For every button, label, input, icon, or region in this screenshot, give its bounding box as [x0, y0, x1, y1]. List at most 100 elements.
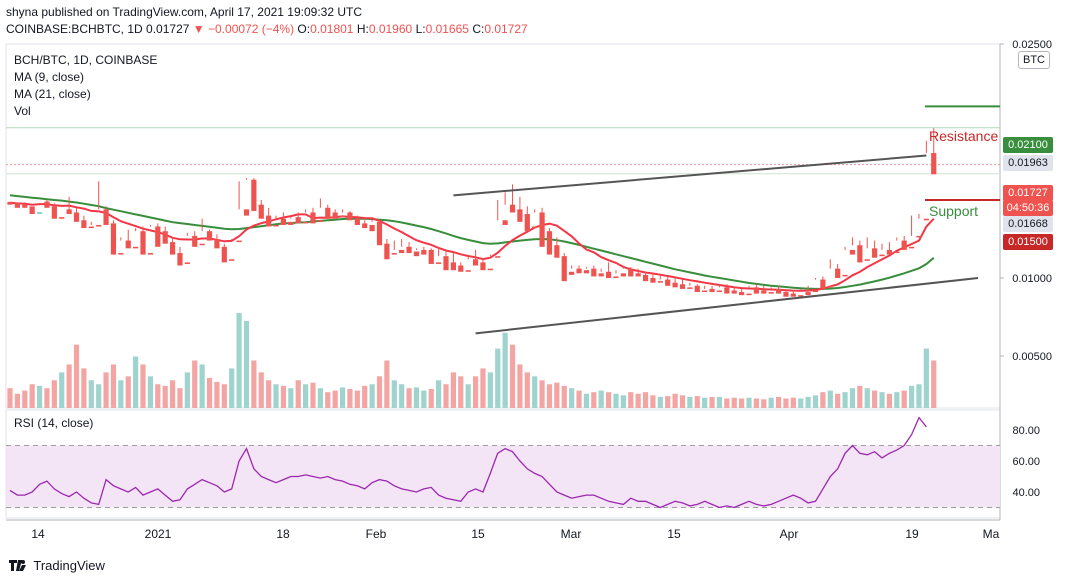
time-tick-label: Feb — [366, 527, 387, 541]
volume-bar — [229, 368, 235, 408]
volume-bar — [790, 397, 796, 408]
legend-rsi[interactable]: RSI (14, close) — [14, 416, 94, 430]
candle-body — [672, 282, 678, 288]
volume-bar — [332, 390, 338, 408]
volume-bar — [199, 364, 205, 408]
candle-body — [598, 273, 604, 277]
candle-body — [650, 278, 656, 283]
candle-body — [229, 259, 235, 261]
volume-bar — [561, 385, 567, 408]
candle-body — [339, 215, 346, 218]
volume-bar — [325, 392, 331, 408]
candle-body — [798, 295, 804, 297]
volume-bar — [820, 392, 826, 408]
candle-body — [524, 214, 530, 232]
rsi-tick-label: 60.00 — [1012, 456, 1040, 468]
price-tag: 0.01500 — [1003, 234, 1053, 250]
volume-bar — [177, 388, 183, 408]
volume-bar — [436, 380, 442, 408]
candle-body — [221, 246, 227, 263]
volume-bar — [118, 380, 124, 408]
candle-body — [303, 221, 309, 224]
volume-bar — [369, 384, 375, 408]
footer-brand[interactable]: TradingView — [8, 558, 105, 573]
volume-bar — [702, 397, 708, 408]
volume-bar — [169, 380, 176, 408]
candle-body — [169, 242, 176, 255]
volume-bar — [635, 393, 641, 408]
legend-ma21[interactable]: MA (21, close) — [14, 87, 91, 101]
candle-body — [332, 212, 338, 219]
candle-body — [59, 217, 65, 219]
legend-ma9[interactable]: MA (9, close) — [14, 70, 85, 84]
time-tick-label: Mar — [561, 527, 582, 541]
candle-body — [783, 292, 789, 297]
candle-body — [73, 212, 80, 222]
candle-body — [746, 293, 752, 296]
candle-body — [110, 223, 117, 255]
currency-badge[interactable]: BTC — [1018, 51, 1050, 69]
volume-bar — [812, 395, 819, 408]
legend-title: BCH/BTC, 1D, COINBASE — [14, 53, 158, 67]
volume-bar — [931, 360, 937, 408]
candle-body — [480, 262, 486, 271]
symbol-name[interactable]: COINBASE:BCHBTC, 1D — [6, 22, 143, 36]
volume-bar — [849, 388, 856, 408]
volume-bar — [901, 390, 907, 408]
candle-body — [539, 212, 545, 247]
candle-body — [487, 268, 493, 271]
volume-bar — [842, 392, 848, 408]
candle-body — [679, 284, 686, 289]
candle-body — [273, 224, 279, 227]
volume-bar — [458, 376, 464, 408]
candle-body — [827, 285, 833, 288]
candle-body — [605, 271, 612, 278]
resistance-label: Resistance — [929, 128, 999, 144]
candle-body — [864, 259, 870, 261]
volume-bar — [384, 360, 390, 408]
candle-body — [280, 218, 287, 225]
candle-body — [295, 217, 301, 224]
price-tick-label: 0.01000 — [1012, 273, 1052, 285]
volume-bar — [73, 344, 80, 408]
candle-body — [391, 253, 397, 255]
trend-line-upper — [453, 154, 927, 197]
candle-body — [66, 209, 72, 215]
time-tick-label: 14 — [31, 527, 45, 541]
volume-bar — [125, 376, 131, 408]
volume-bar — [502, 332, 508, 408]
volume-bar — [864, 388, 870, 408]
price-tick-label: 0.00500 — [1012, 351, 1052, 363]
volume-bar — [650, 395, 656, 408]
volume-bar — [184, 372, 190, 408]
volume-bar — [605, 392, 612, 408]
candle-body — [931, 153, 937, 175]
candle-body — [546, 231, 553, 255]
volume-bar — [133, 356, 139, 408]
volume-bar — [162, 385, 168, 408]
candle-body — [421, 249, 427, 255]
candle-body — [443, 256, 449, 271]
volume-bar — [923, 348, 929, 408]
volume-bar — [465, 384, 471, 408]
candle-body — [739, 292, 745, 296]
volume-bar — [687, 396, 693, 408]
candle-body — [583, 270, 590, 274]
candle-body — [243, 209, 250, 216]
volume-bar — [44, 388, 50, 408]
candle-body — [428, 249, 434, 264]
volume-bar — [731, 397, 737, 408]
volume-bar — [96, 384, 102, 408]
volume-bar — [206, 377, 213, 408]
candle-body — [502, 220, 508, 225]
candle-body — [192, 235, 198, 247]
candle-body — [761, 290, 767, 294]
legend-volume[interactable]: Vol — [14, 104, 31, 118]
time-tick-label: Apr — [780, 527, 799, 541]
volume-bar — [36, 385, 43, 408]
volume-bar — [310, 382, 316, 408]
volume-bar — [908, 385, 915, 408]
volume-bar — [894, 392, 900, 408]
volume-bar — [22, 390, 28, 408]
